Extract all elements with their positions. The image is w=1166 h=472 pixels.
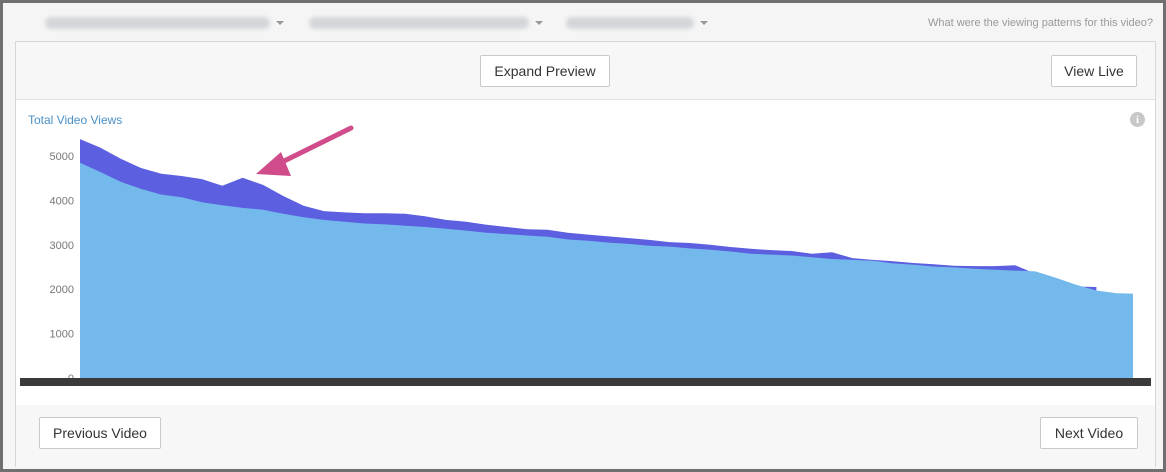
previous-video-button[interactable]: Previous Video	[39, 417, 161, 449]
chart-title: Total Video Views	[28, 113, 123, 127]
top-bar: What were the viewing patterns for this …	[3, 3, 1163, 43]
chevron-down-icon	[700, 21, 708, 25]
pink-arrow-icon	[256, 125, 354, 176]
breadcrumb-section[interactable]	[309, 13, 543, 33]
next-video-button[interactable]: Next Video	[1040, 417, 1138, 449]
page-question: What were the viewing patterns for this …	[927, 17, 1153, 29]
views-chart-svg: 01000200030004000500000:0000:2000:4001:0…	[20, 125, 1151, 386]
y-tick-label: 2000	[50, 284, 74, 296]
breadcrumb-video[interactable]	[566, 13, 708, 33]
breadcrumb-course[interactable]	[45, 13, 284, 33]
breadcrumb-section-label	[309, 17, 529, 29]
series-area-unique	[80, 162, 1133, 378]
breadcrumb-course-label	[45, 17, 270, 29]
y-tick-label: 3000	[50, 240, 74, 252]
x-axis-bar-full	[20, 378, 1151, 386]
preview-toolbar: Expand Preview View Live	[16, 42, 1155, 100]
views-chart: 01000200030004000500000:0000:2000:4001:0…	[16, 100, 1155, 386]
video-navigation: Previous Video Next Video	[16, 405, 1155, 467]
y-tick-label: 1000	[50, 329, 74, 341]
expand-preview-button[interactable]: Expand Preview	[480, 55, 610, 87]
video-panel: Expand Preview View Live 010002000300040…	[15, 41, 1156, 467]
info-icon[interactable]: i	[1130, 112, 1145, 127]
chevron-down-icon	[276, 21, 284, 25]
y-tick-label: 4000	[50, 195, 74, 207]
y-tick-label: 5000	[50, 151, 74, 163]
view-live-button[interactable]: View Live	[1051, 55, 1137, 87]
breadcrumb-video-label	[566, 17, 694, 29]
chevron-down-icon	[535, 21, 543, 25]
